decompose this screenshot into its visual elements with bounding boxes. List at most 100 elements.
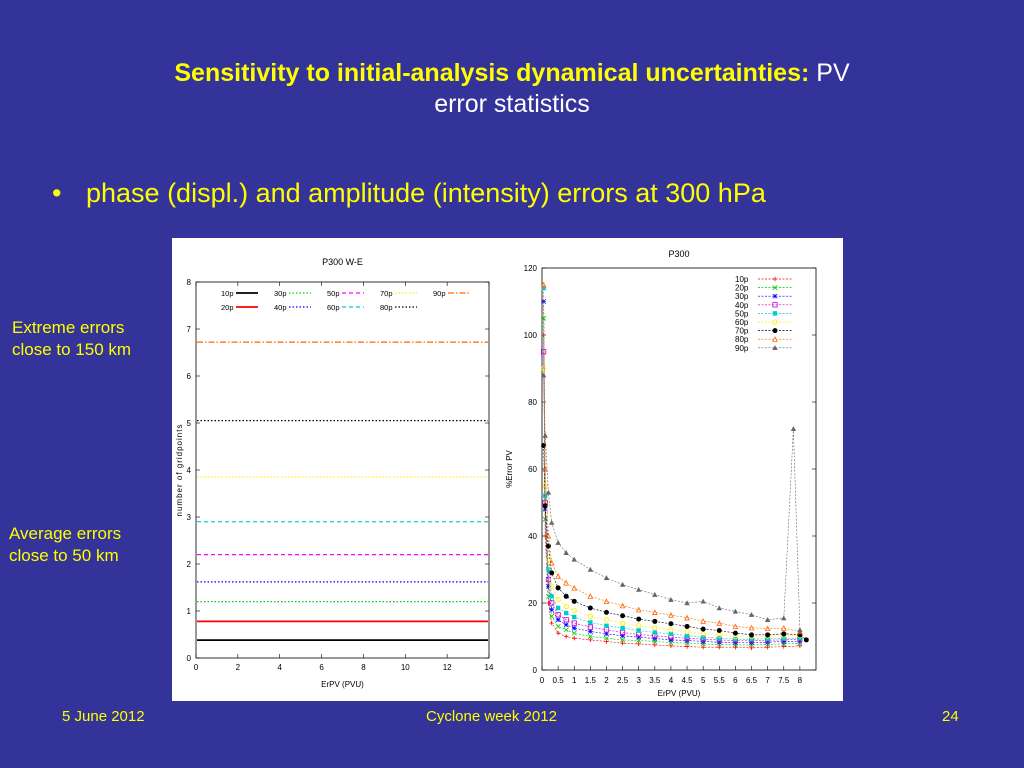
x-tick-label: 7.5 bbox=[778, 676, 790, 685]
data-point-10p bbox=[543, 533, 548, 539]
data-point-80p bbox=[732, 623, 739, 630]
data-point-90p bbox=[587, 566, 594, 572]
data-point-80p bbox=[700, 617, 707, 624]
legend-marker-60p bbox=[772, 319, 778, 325]
title-bold: Sensitivity to initial-analysis dynamica… bbox=[174, 59, 810, 87]
data-point-30p bbox=[563, 622, 569, 628]
data-point-90p bbox=[781, 615, 787, 621]
data-point-10p bbox=[555, 630, 561, 636]
data-point-70p bbox=[803, 637, 809, 643]
series-80p bbox=[540, 281, 803, 635]
data-point-50p bbox=[781, 636, 786, 641]
data-point-40p bbox=[571, 620, 577, 626]
data-point-50p bbox=[549, 594, 554, 599]
chart-title: P300 bbox=[668, 249, 689, 259]
data-point-50p bbox=[733, 636, 738, 642]
data-point-80p bbox=[668, 611, 674, 618]
data-point-80p bbox=[555, 573, 561, 579]
legend-label-40p: 40p bbox=[735, 301, 749, 310]
title-rest-line1: PV bbox=[816, 59, 850, 87]
data-point-70p bbox=[563, 593, 569, 599]
data-point-30p bbox=[555, 617, 561, 623]
data-point-60p bbox=[684, 629, 690, 635]
note-average-errors: Average errors close to 50 km bbox=[9, 523, 121, 567]
footer-page: 24 bbox=[942, 708, 959, 725]
data-point-60p bbox=[549, 583, 555, 589]
data-point-50p bbox=[749, 636, 754, 642]
data-point-10p bbox=[549, 620, 554, 626]
x-axis-label: ErPV (PVU) bbox=[658, 689, 701, 698]
series-10p bbox=[541, 332, 803, 651]
data-point-50p bbox=[652, 630, 658, 635]
data-point-10p bbox=[797, 643, 803, 649]
x-tick-label: 1.5 bbox=[585, 676, 597, 685]
note-extreme-line2: close to 150 km bbox=[12, 340, 132, 359]
data-point-70p bbox=[749, 632, 755, 638]
data-point-60p bbox=[652, 625, 658, 631]
data-point-90p bbox=[684, 600, 690, 606]
data-point-10p bbox=[749, 645, 754, 651]
data-point-90p bbox=[545, 489, 552, 495]
x-tick-label: 2 bbox=[236, 663, 241, 672]
data-point-10p bbox=[652, 642, 658, 648]
data-point-90p bbox=[732, 608, 739, 614]
x-tick-label: 3.5 bbox=[649, 676, 661, 685]
data-point-10p bbox=[668, 643, 674, 649]
note-average-line2: close to 50 km bbox=[9, 546, 119, 565]
x-tick-label: 14 bbox=[485, 663, 494, 672]
data-point-30p bbox=[541, 299, 547, 304]
data-point-70p bbox=[765, 632, 771, 638]
x-tick-label: 8 bbox=[798, 676, 803, 685]
legend-marker-90p bbox=[772, 345, 778, 350]
data-point-30p bbox=[571, 625, 577, 631]
x-tick-label: 4 bbox=[277, 663, 282, 672]
data-point-50p bbox=[700, 634, 706, 640]
series-line-70p bbox=[543, 445, 807, 641]
data-point-70p bbox=[732, 630, 738, 636]
footer-event: Cyclone week 2012 bbox=[426, 708, 557, 725]
data-point-50p bbox=[555, 605, 561, 611]
note-average-line1: Average errors bbox=[9, 524, 122, 543]
data-point-50p bbox=[604, 623, 609, 628]
data-point-50p bbox=[541, 285, 546, 291]
data-point-90p bbox=[700, 598, 706, 604]
y-tick-label: 20 bbox=[528, 599, 537, 608]
data-point-60p bbox=[587, 613, 593, 619]
y-tick-label: 120 bbox=[524, 264, 538, 273]
x-tick-label: 1 bbox=[572, 676, 577, 685]
data-point-20p bbox=[549, 613, 555, 619]
legend-marker-30p bbox=[772, 293, 778, 299]
legend-label-20p: 20p bbox=[221, 303, 234, 312]
data-point-10p bbox=[684, 644, 690, 649]
y-tick-label: 4 bbox=[187, 466, 192, 475]
data-point-40p bbox=[541, 349, 547, 355]
data-point-10p bbox=[717, 645, 722, 650]
data-point-50p bbox=[684, 633, 690, 639]
data-point-80p bbox=[780, 625, 787, 631]
data-point-90p bbox=[790, 426, 797, 431]
data-point-70p bbox=[700, 626, 706, 632]
data-point-80p bbox=[540, 281, 547, 288]
series-line-90p bbox=[543, 375, 801, 630]
x-tick-label: 6 bbox=[733, 676, 738, 685]
note-extreme-line1: Extreme errors bbox=[12, 318, 125, 337]
x-tick-label: 3 bbox=[636, 676, 641, 685]
data-point-20p bbox=[620, 637, 626, 643]
series-70p bbox=[541, 443, 809, 643]
data-point-20p bbox=[716, 642, 722, 648]
footer-date: 5 June 2012 bbox=[62, 708, 145, 725]
data-point-10p bbox=[765, 645, 770, 650]
legend-marker-50p bbox=[772, 311, 778, 316]
data-point-70p bbox=[549, 570, 555, 576]
legend-label-10p: 10p bbox=[221, 289, 234, 298]
data-point-10p bbox=[588, 637, 593, 643]
y-tick-label: 0 bbox=[187, 654, 192, 663]
data-point-70p bbox=[571, 598, 577, 604]
data-point-90p bbox=[764, 617, 771, 622]
data-point-80p bbox=[603, 598, 610, 604]
data-point-20p bbox=[587, 634, 593, 639]
data-point-80p bbox=[563, 579, 570, 586]
x-tick-label: 4 bbox=[669, 676, 674, 685]
data-point-80p bbox=[748, 624, 755, 631]
data-point-60p bbox=[541, 365, 547, 372]
